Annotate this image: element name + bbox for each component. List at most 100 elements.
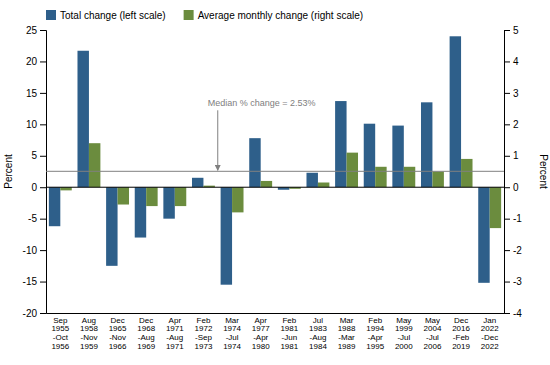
x-tick-label-line: -Jul — [226, 333, 239, 342]
x-tick-label-line: 1984 — [309, 342, 327, 351]
bar-series — [60, 143, 501, 228]
x-tick: Sep1955-Oct1956 — [51, 313, 69, 351]
bar — [49, 187, 60, 226]
bar — [146, 187, 157, 206]
y2-axis-line — [505, 31, 511, 314]
x-tick-label: Feb1972-Sep1973 — [195, 316, 213, 351]
y-tick-label: -15 — [23, 276, 38, 287]
x-tick-label-line: 2004 — [424, 324, 442, 333]
x-tick-label-line: 1974 — [223, 324, 241, 333]
bar — [318, 183, 329, 188]
y-tick-mark — [40, 61, 46, 62]
zero-line — [46, 187, 504, 188]
y2-tick-label: -3 — [513, 276, 522, 287]
x-tick-label-line: 2019 — [452, 342, 470, 351]
median-line — [46, 171, 504, 172]
x-tick-label-line: 1983 — [309, 324, 327, 333]
x-tick-label-line: -Aug — [166, 333, 183, 342]
y-tick: 25 — [26, 25, 46, 36]
x-tick-label-line: 1974 — [223, 342, 241, 351]
x-tick: May1999-Jul2000 — [395, 313, 413, 351]
y2-tick-label: 5 — [513, 25, 519, 36]
x-tick-label-line: -Apr — [253, 333, 268, 342]
x-tick-label-line: 2000 — [395, 342, 413, 351]
y-tick-label: 10 — [26, 119, 38, 130]
y-tick: 0 — [31, 182, 46, 193]
x-tick-label: Apr1971-Aug1971 — [166, 316, 184, 351]
y2-tick: 4 — [504, 56, 519, 67]
x-tick-label-line: 1973 — [195, 342, 213, 351]
y-axis-line — [40, 31, 47, 314]
y2-tick: 5 — [504, 25, 519, 36]
legend-label: Average monthly change (right scale) — [198, 10, 363, 21]
x-tick-label-line: -Apr — [368, 333, 383, 342]
y2-tick: -3 — [504, 276, 522, 287]
y2-tick-mark — [504, 30, 510, 31]
y2-tick-mark — [504, 250, 510, 251]
x-tick-label-line: -Jun — [282, 333, 298, 342]
x-tick-label-line: 2016 — [452, 324, 470, 333]
x-tick-label-line: 1969 — [137, 342, 155, 351]
legend-item: Total change (left scale) — [46, 10, 166, 21]
bar — [192, 178, 203, 187]
y2-tick: 1 — [504, 150, 519, 161]
x-tick: Dec1965-Nov1966 — [109, 313, 127, 351]
x-tick-label-line: Mar — [340, 316, 354, 325]
x-tick: Dec1968-Aug1969 — [137, 313, 155, 351]
x-tick-label-line: 1989 — [338, 342, 356, 351]
x-tick-label-line: 1959 — [80, 342, 98, 351]
x-tick-label-line: 1995 — [366, 342, 384, 351]
x-tick-label-line: Apr — [254, 316, 267, 325]
x-tick-label-line: Mar — [225, 316, 239, 325]
x-tick-label-line: -Aug — [138, 333, 155, 342]
y-tick-mark — [40, 250, 46, 251]
bar — [118, 187, 129, 204]
y2-tick-mark — [504, 282, 510, 283]
x-tick-label-line: Apr — [169, 316, 182, 325]
bar — [364, 124, 375, 188]
y2-tick: -2 — [504, 245, 522, 256]
x-tick-label-line: Feb — [197, 316, 211, 325]
x-tick-label-line: 1994 — [366, 324, 384, 333]
y2-tick-label: 2 — [513, 119, 519, 130]
y-tick: -10 — [23, 245, 46, 256]
x-tick-label-line: 1981 — [280, 342, 298, 351]
y2-tick-label: 0 — [513, 182, 519, 193]
x-tick: Mar1988-Mar1989 — [338, 313, 356, 351]
bar — [392, 126, 403, 188]
y2-tick: -4 — [504, 308, 522, 319]
y-tick-mark — [40, 30, 46, 31]
x-tick-label: Apr1977-Apr1980 — [252, 316, 270, 351]
y-tick-mark — [40, 156, 46, 157]
x-tick-label-line: 1956 — [51, 342, 69, 351]
y-axis: -20-15-10-50510152025 — [23, 25, 47, 319]
x-tick-label-line: 2022 — [481, 324, 499, 333]
y2-tick-label: 1 — [513, 150, 519, 161]
x-tick-label: Feb1994-Apr1995 — [366, 316, 384, 351]
bar — [175, 187, 186, 206]
y2-tick-mark — [504, 61, 510, 62]
x-tick-label-line: -Oct — [53, 333, 69, 342]
y2-tick-mark — [504, 124, 510, 125]
x-tick-label-line: 1955 — [51, 324, 69, 333]
x-tick-label: Dec2016-Feb2019 — [452, 316, 470, 351]
x-tick-label-line: -Nov — [80, 333, 97, 342]
x-tick-label-line: -Sep — [195, 333, 212, 342]
x-tick-label-line: 1981 — [280, 324, 298, 333]
plot-area: -20-15-10-50510152025-4-3-2-1012345Sep19… — [23, 25, 523, 351]
x-tick-label-line: 2022 — [481, 342, 499, 351]
y-tick-label: 15 — [26, 88, 38, 99]
x-tick: Apr1977-Apr1980 — [252, 313, 270, 351]
y2-tick: -1 — [504, 213, 522, 224]
x-tick-label-line: Sep — [53, 316, 68, 325]
x-tick-label: Aug1958-Nov1959 — [80, 316, 98, 351]
y-tick-label: 5 — [31, 150, 37, 161]
x-tick-label-line: Aug — [82, 316, 96, 325]
y-tick-label: 0 — [31, 182, 37, 193]
bar — [335, 101, 346, 187]
bar — [421, 102, 432, 187]
x-tick-label: Dec1968-Aug1969 — [137, 316, 155, 351]
bar — [450, 36, 461, 187]
x-tick: Apr1971-Aug1971 — [166, 313, 184, 351]
x-tick-label-line: 1971 — [166, 342, 184, 351]
